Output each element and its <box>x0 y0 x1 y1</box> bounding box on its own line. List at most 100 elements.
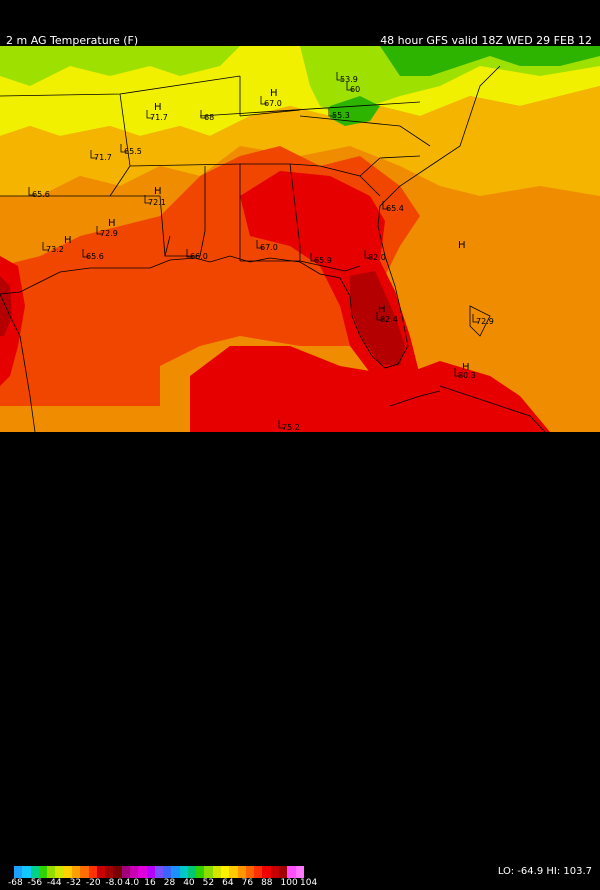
color-scale-cell <box>212 866 222 878</box>
state-boundaries <box>0 75 431 272</box>
station-tick <box>346 82 353 91</box>
high-marker: H <box>378 304 386 315</box>
station-tick <box>28 187 35 196</box>
color-scale-cell <box>38 866 48 878</box>
color-scale-cell <box>30 866 39 878</box>
amber-region <box>0 86 600 196</box>
station-value: 67.0 <box>264 99 282 108</box>
color-scale-cell <box>80 866 89 878</box>
color-scale-label: 28 <box>163 878 176 888</box>
color-scale-cell <box>22 866 31 878</box>
color-scale-cell <box>179 866 188 878</box>
color-scale-label: 64 <box>222 878 234 888</box>
lo-hi-stats: LO: -64.9 HI: 103.7 <box>497 866 592 877</box>
station-value: 73.2 <box>46 245 64 254</box>
color-scale-label: -56 <box>27 878 43 888</box>
color-scale-cell <box>187 866 197 878</box>
color-scale-cell <box>254 866 263 878</box>
color-scale-cell <box>262 866 271 878</box>
high-marker: H <box>270 88 278 99</box>
station-tick <box>90 150 97 159</box>
temperature-map: 53.960 55.3 67.0 68 71.7 65.5 71.7 72.1 65.6 65.4… <box>0 46 600 432</box>
color-scale-label: 104 <box>300 878 318 888</box>
color-scale-cell <box>55 866 64 878</box>
color-scale-label: -44 <box>46 878 62 888</box>
lightgreen-region <box>0 46 240 86</box>
station-value: 65.4 <box>386 204 404 213</box>
station-values: 53.960 55.3 67.0 68 71.7 65.5 71.7 72.1 65.6 65.4… <box>28 72 494 432</box>
station-tick <box>186 249 193 258</box>
station-value: 68 <box>204 113 214 122</box>
color-scale-cell <box>270 866 279 878</box>
color-scale-labels: -68 -56 -44 -32 -20 -8.0 4.0 16 28 40 52 64 76 88 100 1… <box>8 878 318 890</box>
station-tick <box>328 108 335 117</box>
color-scale-label: -68 <box>8 878 23 888</box>
color-scale-cell <box>88 866 97 878</box>
darkred-region-west <box>0 276 12 336</box>
color-scale-cell <box>146 866 155 878</box>
station-value: 72.1 <box>148 198 166 207</box>
station-tick <box>472 314 479 323</box>
color-scale-cell <box>295 866 304 878</box>
color-scale-label: 76 <box>241 878 254 888</box>
color-scale-label: 4.0 <box>124 878 140 888</box>
color-scale-label: 16 <box>144 878 156 888</box>
station-tick <box>120 144 127 153</box>
station-tick <box>260 96 267 105</box>
high-marker: H <box>458 240 466 251</box>
high-marker: H <box>154 102 162 113</box>
station-value: 72.9 <box>100 229 118 238</box>
color-scale-cell <box>279 866 288 878</box>
color-scale <box>14 866 304 878</box>
high-marker: H <box>462 362 470 373</box>
color-scale-cell <box>171 866 180 878</box>
color-scale-label: 88 <box>261 878 273 888</box>
header-bar: 2 m AG Temperature (F) 48 hour GFS valid… <box>0 0 600 47</box>
station-value: 65.6 <box>86 252 104 261</box>
station-tick <box>364 250 371 259</box>
coastline <box>0 65 546 432</box>
station-value: 65.5 <box>124 147 142 156</box>
station-tick <box>278 420 285 429</box>
station-value: 72.9 <box>476 317 494 326</box>
color-scale-label: -8.0 <box>105 878 123 888</box>
color-scale-cell <box>163 866 172 878</box>
color-scale-cell <box>245 866 255 878</box>
color-scale-cell <box>63 866 72 878</box>
color-scale-label: 40 <box>183 878 195 888</box>
color-scale-cell <box>229 866 238 878</box>
color-scale-cell <box>196 866 205 878</box>
color-scale-label: -32 <box>66 878 82 888</box>
station-tick <box>256 240 263 249</box>
color-scale-label: -20 <box>85 878 101 888</box>
color-scale-cell <box>154 866 164 878</box>
color-scale-cell <box>221 866 230 878</box>
station-tick <box>96 226 103 235</box>
station-value: 60 <box>350 85 360 94</box>
station-tick <box>376 312 383 321</box>
station-value: 80.3 <box>458 371 476 380</box>
station-value: 66.0 <box>190 252 208 261</box>
color-scale-cell <box>237 866 246 878</box>
color-scale-cell <box>287 866 296 878</box>
station-tick <box>146 110 153 119</box>
high-marker: H <box>64 235 72 246</box>
red-region-south <box>190 346 550 432</box>
green-region-appalachian <box>330 96 380 126</box>
color-scale-cell <box>96 866 106 878</box>
station-tick <box>82 249 89 258</box>
orange-region-west <box>0 166 200 266</box>
color-scale-cell <box>71 866 81 878</box>
station-value: 71.7 <box>150 113 168 122</box>
station-tick <box>42 242 49 251</box>
color-scale-label: 100 <box>280 878 298 888</box>
green-region <box>380 46 600 76</box>
color-scale-cell <box>129 866 139 878</box>
high-markers: H H H H H H H H <box>64 88 470 373</box>
high-marker: H <box>154 186 162 197</box>
model-valid-time: 48 hour GFS valid 18Z WED 29 FEB 12 <box>380 34 592 47</box>
station-tick <box>144 195 151 204</box>
color-scale-cell <box>105 866 114 878</box>
darkred-region <box>350 271 405 366</box>
color-scale-cell <box>47 866 56 878</box>
